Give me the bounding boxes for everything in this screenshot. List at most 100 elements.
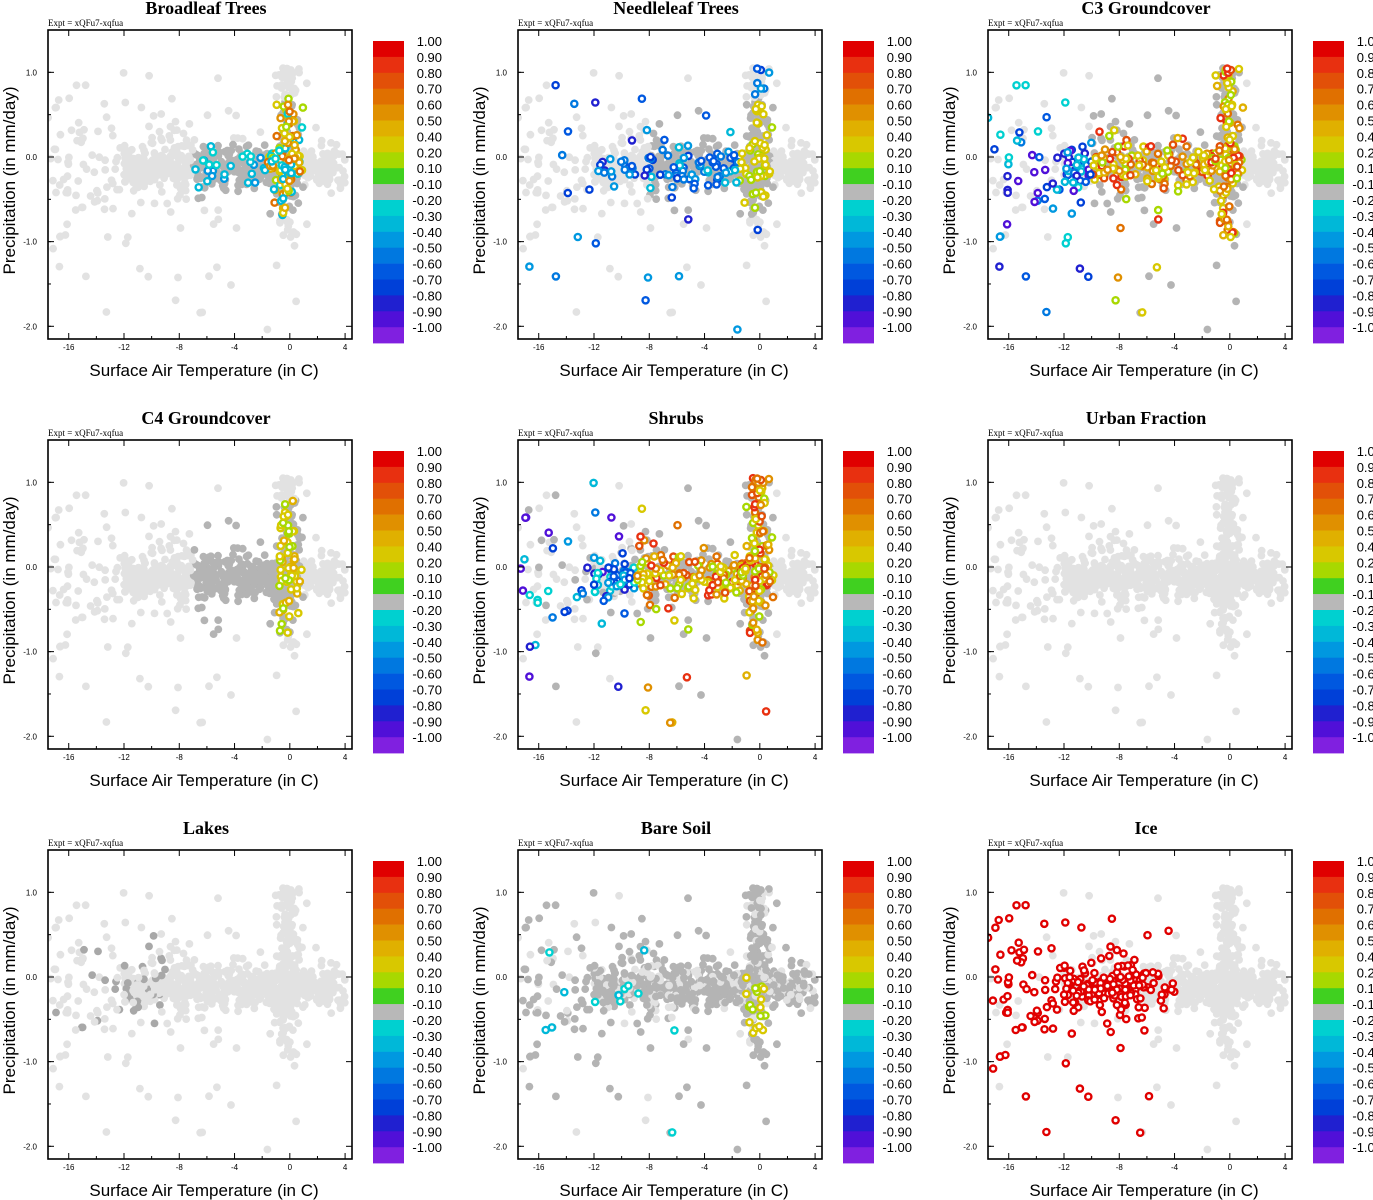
data-point xyxy=(290,241,299,250)
data-point xyxy=(713,172,722,182)
data-point xyxy=(227,691,235,699)
data-point xyxy=(108,131,117,140)
data-point xyxy=(577,124,586,133)
data-point xyxy=(764,68,774,77)
data-point xyxy=(1069,186,1078,196)
data-point xyxy=(1226,90,1236,100)
data-point xyxy=(1225,202,1234,211)
colorbar-label: -0.50 xyxy=(882,241,912,256)
colorbar-swatch xyxy=(1313,104,1344,121)
data-point xyxy=(646,183,655,193)
data-point xyxy=(618,549,627,558)
data-point xyxy=(664,170,673,180)
data-point xyxy=(168,578,177,587)
data-point xyxy=(797,189,806,198)
data-point xyxy=(1012,136,1022,145)
colorbar-label: -0.80 xyxy=(882,288,912,303)
data-point xyxy=(542,491,551,500)
data-point xyxy=(760,241,769,250)
data-point xyxy=(243,178,253,187)
data-point xyxy=(609,182,619,191)
colorbar-swatch xyxy=(843,295,874,312)
data-point xyxy=(119,69,128,77)
data-point xyxy=(732,588,741,597)
data-point xyxy=(1168,140,1178,149)
data-point xyxy=(548,203,556,212)
data-point xyxy=(67,126,76,135)
data-point xyxy=(1137,193,1146,202)
data-point xyxy=(136,198,145,207)
y-tick-label: 1.0 xyxy=(496,478,508,487)
colorbar-swatch xyxy=(843,72,874,89)
colorbar-swatch xyxy=(1313,295,1344,312)
data-point xyxy=(1158,169,1167,178)
x-tick-label: 4 xyxy=(813,753,818,762)
experiment-label: Expt = xQFu7-xqfua xyxy=(518,18,593,28)
data-point xyxy=(684,215,693,224)
data-point xyxy=(1077,103,1086,112)
colorbar-swatch xyxy=(373,641,404,658)
data-point xyxy=(185,120,194,128)
data-point xyxy=(544,118,553,127)
data-point xyxy=(1105,131,1114,141)
data-point xyxy=(1238,103,1248,112)
data-point xyxy=(1021,272,1031,281)
data-point xyxy=(210,564,218,572)
data-point xyxy=(1232,162,1242,171)
data-point xyxy=(158,158,167,167)
colorbar-label: -0.80 xyxy=(412,288,442,303)
data-point xyxy=(176,563,185,571)
data-point xyxy=(1222,215,1232,224)
data-point xyxy=(625,573,634,583)
data-point xyxy=(1116,152,1125,162)
data-point xyxy=(163,199,172,208)
data-point xyxy=(730,141,739,150)
data-point xyxy=(614,272,623,281)
data-point xyxy=(281,122,291,132)
x-tick-label: 0 xyxy=(758,343,763,352)
data-point xyxy=(1212,93,1221,101)
data-point xyxy=(174,552,183,561)
data-point xyxy=(100,205,109,214)
data-point xyxy=(712,180,721,189)
data-point xyxy=(1022,165,1031,174)
data-point xyxy=(272,503,281,511)
data-point xyxy=(63,220,71,229)
data-point xyxy=(173,591,181,599)
data-point xyxy=(250,579,258,588)
data-point xyxy=(144,272,153,281)
data-point xyxy=(290,140,299,150)
data-point xyxy=(250,178,260,187)
data-point xyxy=(599,178,608,187)
colorbar-label: 0.70 xyxy=(887,492,912,507)
colorbar-label: -1.00 xyxy=(882,730,912,745)
x-tick-label: -12 xyxy=(588,753,600,762)
data-point xyxy=(1196,128,1205,137)
data-point xyxy=(753,78,762,88)
data-point xyxy=(533,582,542,591)
data-point xyxy=(750,136,760,146)
x-tick-label: -12 xyxy=(1058,343,1070,352)
x-tick-label: -4 xyxy=(701,753,709,762)
data-point xyxy=(636,208,645,216)
data-point xyxy=(760,651,769,660)
data-point xyxy=(103,233,112,241)
data-point xyxy=(1221,163,1230,173)
x-tick-label: -4 xyxy=(231,343,239,352)
data-point xyxy=(107,534,116,543)
data-point xyxy=(90,168,99,177)
data-point xyxy=(327,189,336,198)
colorbar-label: -0.50 xyxy=(412,651,442,666)
data-point xyxy=(173,126,181,134)
colorbar-label: -0.40 xyxy=(1352,225,1373,240)
data-point xyxy=(1265,175,1274,184)
data-point xyxy=(312,533,320,542)
data-point xyxy=(190,136,199,144)
data-point xyxy=(573,643,582,651)
data-point xyxy=(284,527,294,536)
data-point xyxy=(102,308,111,316)
data-point xyxy=(225,571,234,580)
data-point xyxy=(111,165,120,174)
data-point xyxy=(760,140,769,150)
